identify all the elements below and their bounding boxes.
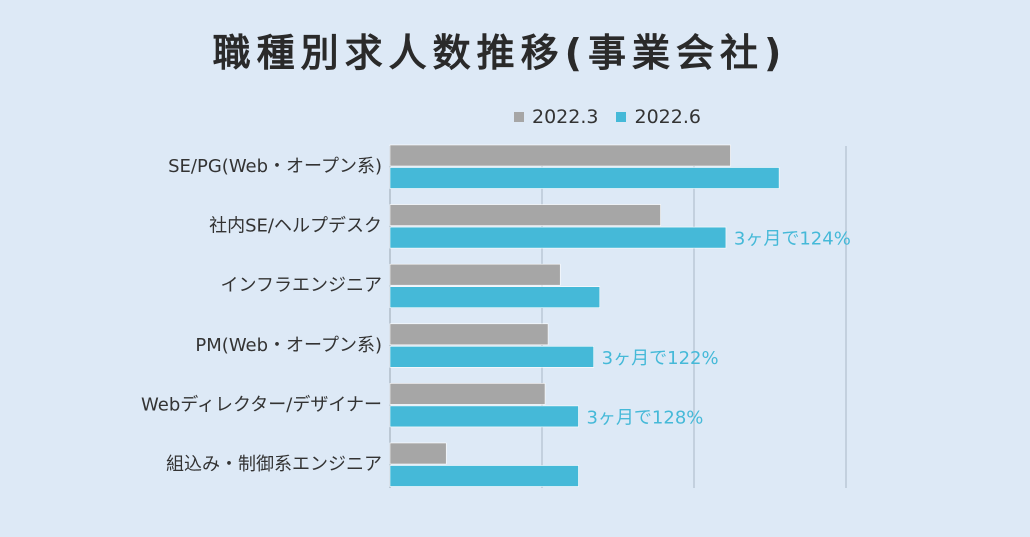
growth-annotation: 3ヶ月で122% xyxy=(602,348,719,369)
growth-annotation: 3ヶ月で124% xyxy=(734,229,851,250)
bar-2022-6 xyxy=(389,345,594,368)
category-label: SE/PG(Web・オープン系) xyxy=(168,156,382,177)
legend: 2022.3 2022.6 xyxy=(514,106,719,128)
legend-item-2022-3: 2022.3 xyxy=(514,106,598,128)
bar-2022-3 xyxy=(389,204,661,226)
bar-2022-3 xyxy=(389,442,447,465)
category-label: Webディレクター/デザイナー xyxy=(141,394,382,415)
bar-2022-6 xyxy=(389,465,579,487)
chart-title: 職種別求人数推移(事業会社) xyxy=(212,31,788,75)
category-label: 社内SE/ヘルプデスク xyxy=(209,216,382,237)
bar-2022-3 xyxy=(389,383,546,405)
bar-2022-3 xyxy=(389,144,731,167)
legend-item-2022-6: 2022.6 xyxy=(616,106,701,128)
category-label: PM(Web・オープン系) xyxy=(195,335,382,356)
legend-label-2022-6: 2022.6 xyxy=(634,106,701,128)
legend-swatch-2022-6 xyxy=(616,112,627,122)
bar-2022-6 xyxy=(389,405,579,428)
category-label: 組込み・制御系エンジニア xyxy=(166,454,382,475)
category-label: インフラエンジニア xyxy=(221,275,382,296)
bar-2022-3 xyxy=(389,263,561,286)
growth-annotation: 3ヶ月で128% xyxy=(586,407,703,428)
legend-swatch-2022-3 xyxy=(514,112,524,122)
bar-2022-3 xyxy=(389,323,549,346)
bar-2022-6 xyxy=(389,167,780,189)
bar-2022-6 xyxy=(389,286,601,309)
legend-label-2022-3: 2022.3 xyxy=(532,106,599,128)
bar-2022-6 xyxy=(389,226,727,249)
